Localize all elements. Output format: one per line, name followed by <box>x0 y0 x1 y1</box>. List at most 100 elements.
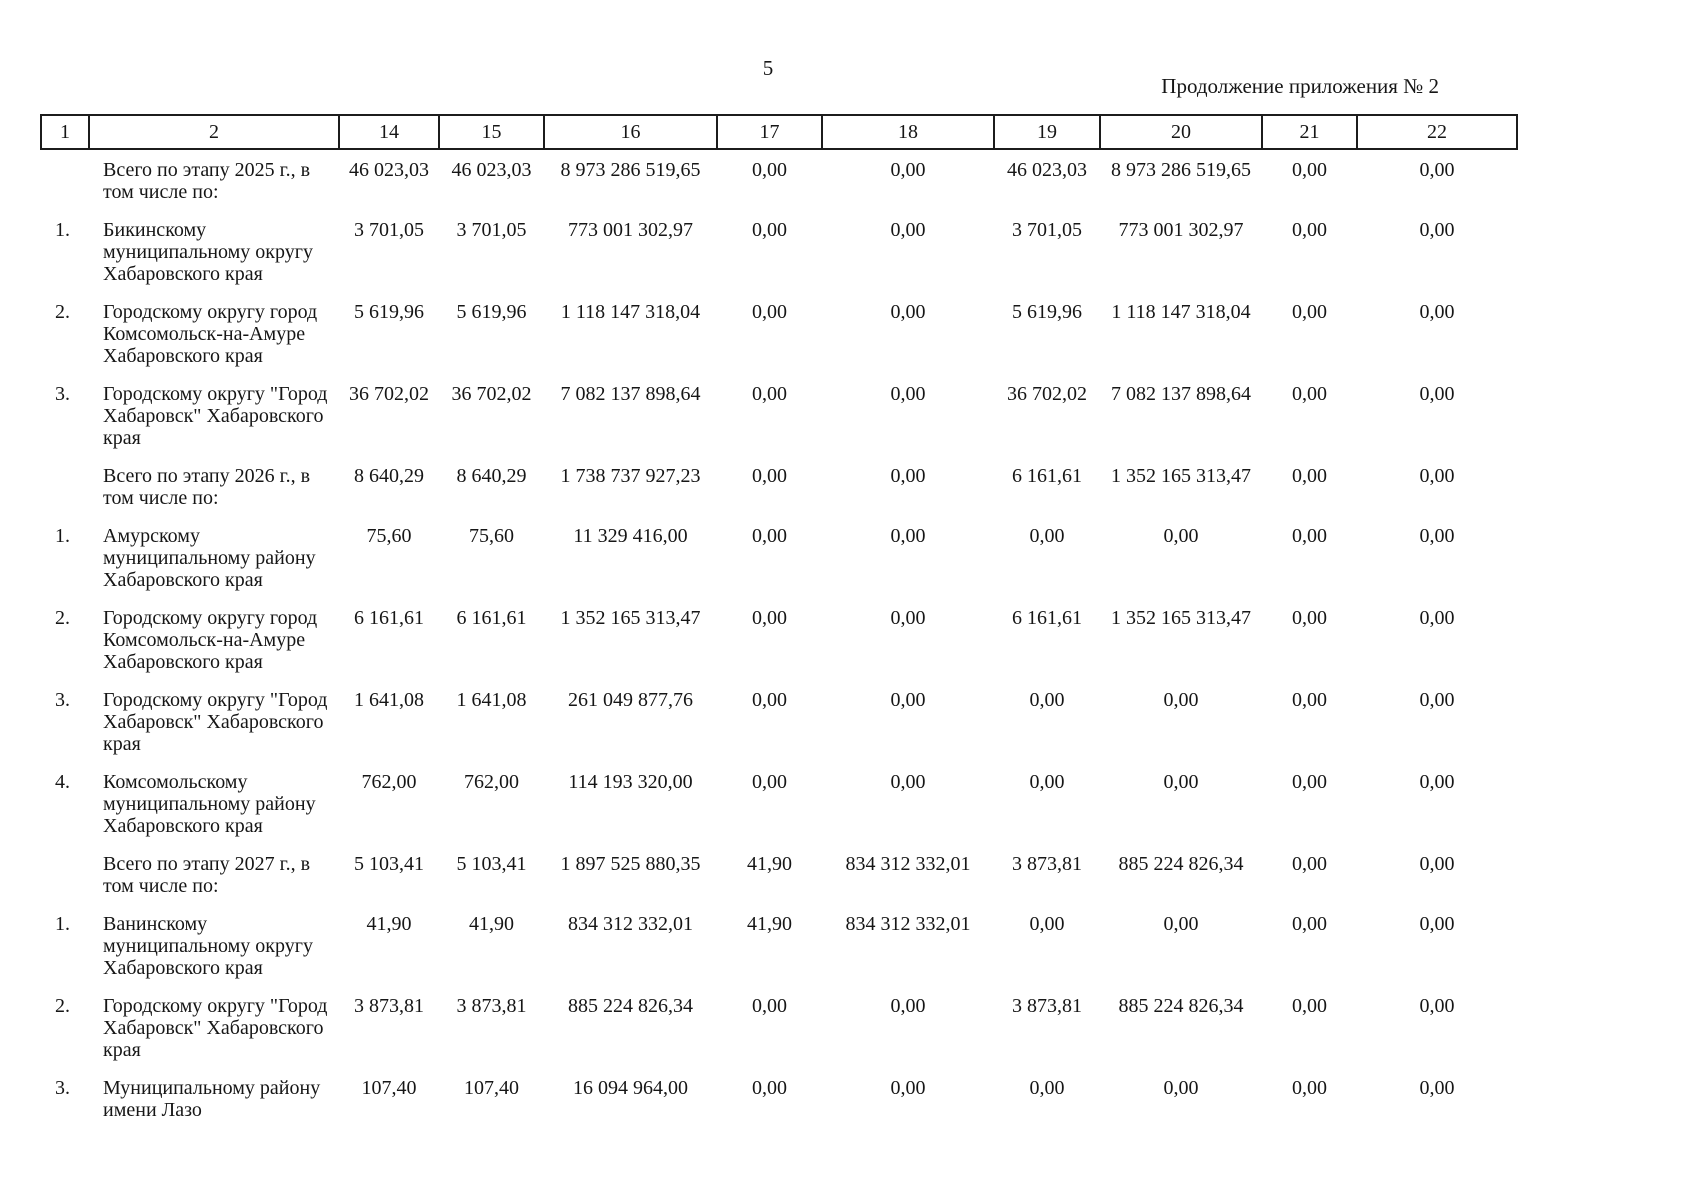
value-cell: 0,00 <box>752 383 787 405</box>
value-cell: 3 873,81 <box>1012 853 1082 875</box>
value-cell: 5 619,96 <box>456 301 527 323</box>
budget-table: 1 2 14 15 16 17 18 19 20 21 22 Всего по этапу 2025… <box>40 114 1518 1130</box>
value-cell: 773 001 302,97 <box>1118 219 1244 241</box>
value-cell: 0,00 <box>1163 525 1199 547</box>
value-cell: 0,00 <box>1419 607 1455 629</box>
value-cell: 0,00 <box>1419 1077 1455 1099</box>
value-cell: 1 738 737 927,23 <box>560 465 701 487</box>
row-name-cell: Амурскому муниципальному району Хабаровс… <box>103 525 316 591</box>
value-cell: 885 224 826,34 <box>568 995 693 1017</box>
row-name-cell: Городскому округу "Город Хабаровск" Хаба… <box>103 689 328 755</box>
table-row: Всего по этапу 2025 г., в том числе по: 4… <box>41 149 1517 212</box>
value-cell: 41,90 <box>747 913 792 935</box>
value-cell: 885 224 826,34 <box>1118 853 1244 875</box>
row-number-cell: 4. <box>55 771 70 793</box>
value-cell: 3 701,05 <box>1012 219 1082 241</box>
value-cell: 3 873,81 <box>1012 995 1082 1017</box>
row-number-cell: 2. <box>55 301 70 323</box>
value-cell: 0,00 <box>1292 995 1327 1017</box>
value-cell: 0,00 <box>1292 465 1327 487</box>
value-cell: 107,40 <box>361 1077 417 1099</box>
value-cell: 0,00 <box>1419 913 1455 935</box>
row-number-cell <box>41 149 89 212</box>
value-cell: 6 161,61 <box>354 607 424 629</box>
value-cell: 0,00 <box>752 1077 787 1099</box>
column-header: 19 <box>993 114 1101 150</box>
column-header: 15 <box>438 114 545 150</box>
value-cell: 0,00 <box>890 995 926 1017</box>
row-number-cell: 3. <box>55 1077 70 1099</box>
value-cell: 0,00 <box>890 219 926 241</box>
value-cell: 0,00 <box>752 301 787 323</box>
value-cell: 0,00 <box>752 771 787 793</box>
value-cell: 0,00 <box>1419 689 1455 711</box>
value-cell: 0,00 <box>1163 913 1199 935</box>
value-cell: 0,00 <box>890 465 926 487</box>
value-cell: 0,00 <box>1292 771 1327 793</box>
value-cell: 7 082 137 898,64 <box>1111 383 1251 405</box>
row-number-cell <box>41 846 89 906</box>
table-row: 3. Городскому округу "Город Хабаровск" Ха… <box>41 682 1517 764</box>
value-cell: 0,00 <box>890 689 926 711</box>
value-cell: 1 897 525 880,35 <box>560 853 701 875</box>
value-cell: 3 701,05 <box>354 219 424 241</box>
value-cell: 773 001 302,97 <box>568 219 693 241</box>
column-header: 20 <box>1099 114 1263 150</box>
value-cell: 75,60 <box>366 525 412 547</box>
value-cell: 0,00 <box>1419 995 1455 1017</box>
value-cell: 6 161,61 <box>1012 607 1082 629</box>
column-header: 16 <box>543 114 718 150</box>
row-number-cell: 2. <box>55 607 70 629</box>
table-row: 4. Комсомольскому муниципальному району Х… <box>41 764 1517 846</box>
value-cell: 0,00 <box>1029 525 1065 547</box>
value-cell: 6 161,61 <box>456 607 527 629</box>
value-cell: 0,00 <box>1292 607 1327 629</box>
value-cell: 1 352 165 313,47 <box>1111 465 1251 487</box>
appendix-continuation-label: Продолжение приложения № 2 <box>1161 74 1439 98</box>
table-row: 1. Бикинскому муниципальному округу Хабар… <box>41 212 1517 294</box>
value-cell: 0,00 <box>752 995 787 1017</box>
value-cell: 0,00 <box>1419 159 1455 181</box>
value-cell: 0,00 <box>1163 1077 1199 1099</box>
value-cell: 0,00 <box>1419 525 1455 547</box>
column-header: 21 <box>1261 114 1358 150</box>
row-number-cell: 1. <box>55 913 70 935</box>
value-cell: 1 352 165 313,47 <box>1111 607 1251 629</box>
value-cell: 36 702,02 <box>451 383 532 405</box>
row-name-cell: Городскому округу "Город Хабаровск" Хаба… <box>103 383 328 449</box>
value-cell: 41,90 <box>747 853 792 875</box>
value-cell: 3 701,05 <box>456 219 527 241</box>
value-cell: 834 312 332,01 <box>568 913 693 935</box>
value-cell: 0,00 <box>890 525 926 547</box>
value-cell: 0,00 <box>1419 771 1455 793</box>
value-cell: 0,00 <box>752 159 787 181</box>
value-cell: 0,00 <box>1419 383 1455 405</box>
row-name-cell: Муниципальному району имени Лазо <box>103 1077 321 1121</box>
value-cell: 114 193 320,00 <box>568 771 693 793</box>
table-body: Всего по этапу 2025 г., в том числе по: 4… <box>41 149 1517 1130</box>
table-row: 3. Городскому округу "Город Хабаровск" Ха… <box>41 376 1517 458</box>
row-name-cell: Всего по этапу 2026 г., в том числе по: <box>103 465 311 509</box>
row-number-cell: 2. <box>55 995 70 1017</box>
value-cell: 5 619,96 <box>1012 301 1082 323</box>
value-cell: 8 640,29 <box>354 465 424 487</box>
value-cell: 75,60 <box>469 525 514 547</box>
value-cell: 8 973 286 519,65 <box>560 159 701 181</box>
value-cell: 16 094 964,00 <box>573 1077 688 1099</box>
value-cell: 5 103,41 <box>456 853 527 875</box>
value-cell: 1 118 147 318,04 <box>560 301 701 323</box>
row-name-cell: Бикинскому муниципальному округу Хабаров… <box>103 219 313 285</box>
row-name-cell: Всего по этапу 2027 г., в том числе по: <box>103 853 311 897</box>
row-name-cell: Ванинскому муниципальному округу Хабаров… <box>103 913 313 979</box>
value-cell: 0,00 <box>1292 913 1327 935</box>
value-cell: 0,00 <box>890 383 926 405</box>
value-cell: 0,00 <box>1029 913 1065 935</box>
value-cell: 36 702,02 <box>349 383 429 405</box>
value-cell: 0,00 <box>1292 301 1327 323</box>
value-cell: 1 641,08 <box>354 689 424 711</box>
value-cell: 0,00 <box>890 771 926 793</box>
value-cell: 46 023,03 <box>451 159 532 181</box>
row-name-cell: Городскому округу "Город Хабаровск" Хаба… <box>103 995 328 1061</box>
value-cell: 0,00 <box>1292 525 1327 547</box>
